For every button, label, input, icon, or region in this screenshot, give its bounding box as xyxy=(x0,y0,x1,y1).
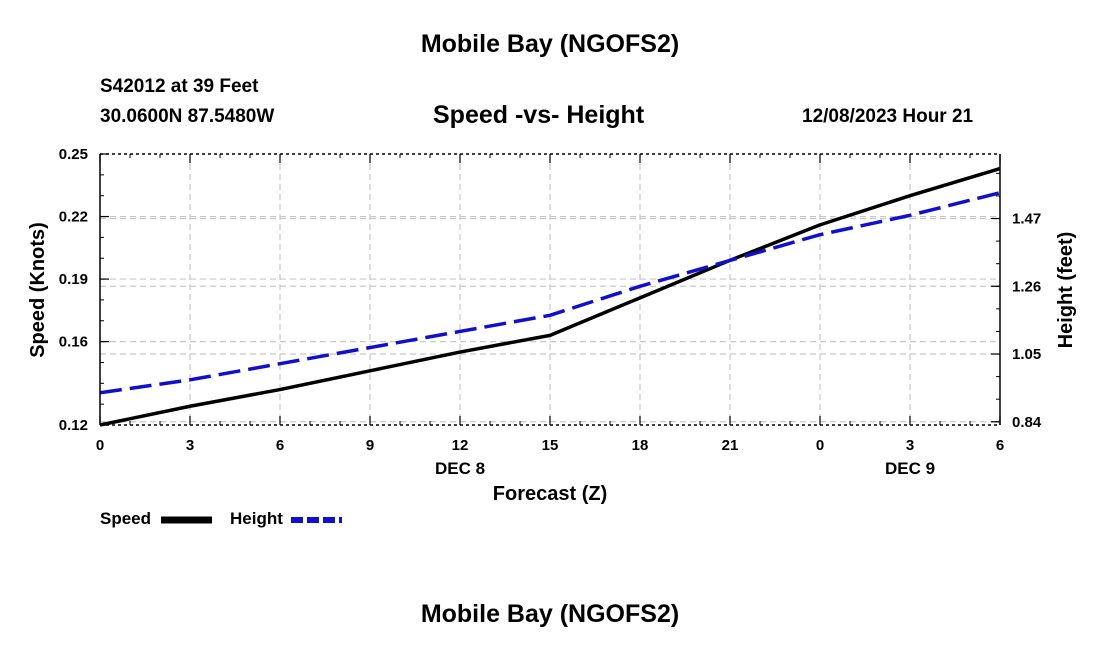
y2-tick-label: 1.05 xyxy=(1012,346,1041,363)
series-line-height xyxy=(99,191,1001,395)
y-tick-label: 0.25 xyxy=(59,146,88,163)
y-tick-label: 0.12 xyxy=(59,417,88,434)
x-tick-label: 12 xyxy=(452,437,469,454)
tick-layer: 0 3 6 9 12 15 18 21 0 3 6 DEC 8 DEC 9 0.12 0.16 0.19 0.2… xyxy=(59,146,1042,478)
x-tick-label: 15 xyxy=(542,437,559,454)
x-tick-label: 6 xyxy=(276,437,284,454)
datetime-label: 12/08/2023 Hour 21 xyxy=(802,106,974,127)
footer-title: Mobile Bay (NGOFS2) xyxy=(420,600,680,628)
y2-tick-label: 1.26 xyxy=(1012,278,1041,295)
date-label: DEC 8 xyxy=(435,459,485,478)
series-layer xyxy=(99,166,1001,427)
y2-tick-label: 1.47 xyxy=(1012,211,1041,228)
series-line-speed xyxy=(99,166,1001,427)
y-tick-label: 0.22 xyxy=(59,209,88,226)
x-tick-label: 3 xyxy=(906,437,914,454)
y2-axis-title: Height (feet) xyxy=(1055,232,1077,349)
station-label: S42012 at 39 Feet xyxy=(100,76,259,97)
y-tick-label: 0.19 xyxy=(59,271,88,288)
x-tick-label: 18 xyxy=(632,437,649,454)
x-axis-title: Forecast (Z) xyxy=(493,483,607,505)
y-axis-title: Speed (Knots) xyxy=(27,222,49,358)
date-label: DEC 9 xyxy=(885,459,935,478)
chart-subtitle: Speed -vs- Height xyxy=(433,101,645,129)
x-tick-label: 0 xyxy=(816,437,824,454)
speed-height-chart: 0 3 6 9 12 15 18 21 0 3 6 DEC 8 DEC 9 0.12 0.16 0.19 0.2… xyxy=(27,146,1077,505)
legend-height-swatch xyxy=(291,517,342,523)
label-layer: Forecast (Z) Speed (Knots) Height (feet) xyxy=(27,222,1077,505)
legend-speed-swatch xyxy=(161,516,212,524)
x-tick-label: 9 xyxy=(366,437,374,454)
y2-tick-label: 0.84 xyxy=(1012,414,1042,431)
grid-layer xyxy=(100,154,1000,425)
coordinates-label: 30.0600N 87.5480W xyxy=(100,106,275,127)
legend-height-label: Height xyxy=(230,509,283,528)
x-tick-label: 6 xyxy=(996,437,1004,454)
x-tick-label: 3 xyxy=(186,437,194,454)
x-tick-label: 0 xyxy=(96,437,104,454)
legend-speed-label: Speed xyxy=(100,509,152,528)
y-tick-label: 0.16 xyxy=(59,334,88,351)
x-tick-label: 21 xyxy=(722,437,739,454)
chart-title: Mobile Bay (NGOFS2) xyxy=(420,30,680,58)
